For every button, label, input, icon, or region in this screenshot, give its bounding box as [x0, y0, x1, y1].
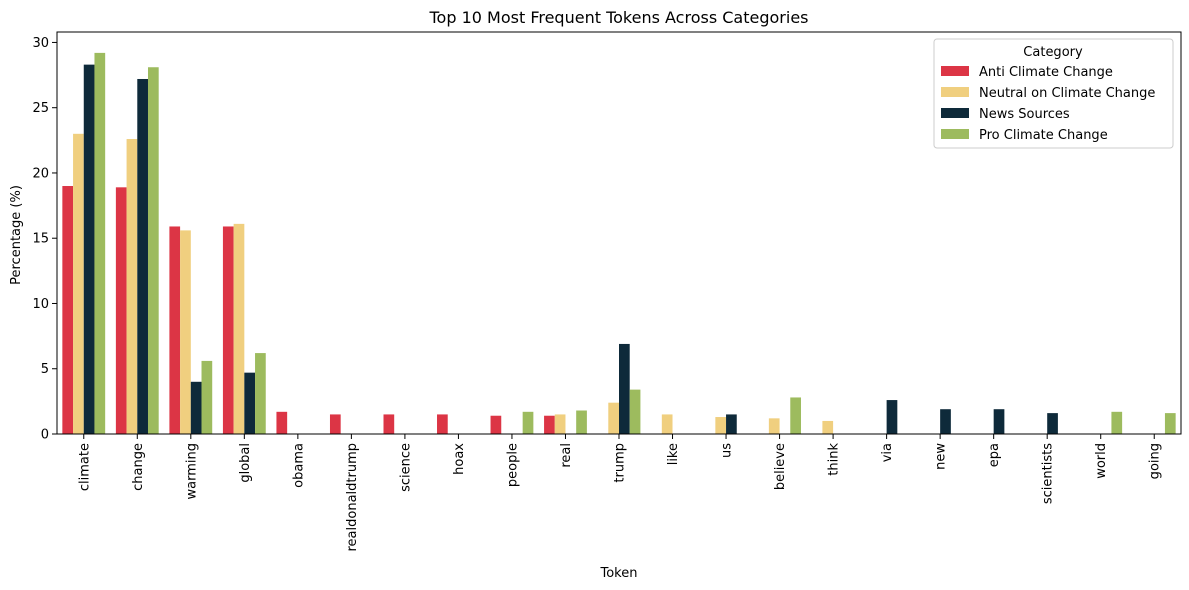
x-tick-label: think: [827, 443, 842, 476]
bar-climate-neutral-on-climate-change: [73, 133, 84, 435]
bar-real-anti-climate-change: [544, 415, 555, 434]
x-tick-label: epa: [987, 443, 1002, 467]
bar-global-pro-climate-change: [255, 353, 266, 434]
bar-hoax-anti-climate-change: [437, 414, 448, 434]
y-tick-label: 5: [41, 362, 49, 377]
x-tick-label: like: [666, 443, 681, 465]
legend-swatch: [941, 129, 969, 139]
x-tick-label: science: [398, 443, 413, 492]
bar-us-news-sources: [726, 414, 737, 434]
legend: Category Anti Climate Change Neutral on C…: [933, 38, 1174, 149]
y-axis: 0 5 10 15 20 25 30: [32, 36, 57, 443]
bar-change-news-sources: [137, 78, 148, 435]
bar-going-pro-climate-change: [1164, 413, 1176, 434]
x-tick-label: going: [1148, 443, 1163, 479]
y-axis-title: Percentage (%): [9, 185, 24, 285]
x-tick-label: trump: [613, 443, 628, 483]
bar-change-anti-climate-change: [115, 187, 127, 434]
bar-climate-news-sources: [83, 64, 95, 434]
bar-people-anti-climate-change: [490, 415, 502, 434]
legend-box: [933, 38, 1174, 149]
legend-label: Anti Climate Change: [979, 65, 1113, 80]
chart-title: Top 10 Most Frequent Tokens Across Categ…: [429, 8, 809, 27]
bar-change-pro-climate-change: [147, 67, 159, 434]
bar-warming-news-sources: [190, 381, 202, 434]
y-tick-label: 25: [32, 101, 49, 116]
legend-label: News Sources: [979, 107, 1070, 122]
bar-like-neutral-on-climate-change: [661, 414, 673, 434]
bar-think-neutral-on-climate-change: [822, 420, 834, 434]
legend-items: Anti Climate Change Neutral on Climate Ch…: [941, 65, 1155, 143]
bar-trump-news-sources: [619, 343, 630, 434]
y-tick-label: 0: [41, 428, 49, 443]
x-tick-label: change: [131, 443, 146, 491]
bar-obama-anti-climate-change: [276, 411, 288, 434]
y-tick-label: 30: [32, 36, 49, 51]
bar-real-pro-climate-change: [576, 410, 587, 434]
bars-group: [62, 52, 1176, 435]
x-tick-label: world: [1094, 443, 1109, 479]
x-tick-label: us: [720, 443, 735, 458]
y-tick-label: 15: [32, 232, 49, 247]
x-tick-label: global: [238, 443, 253, 483]
x-tick-label: warming: [184, 443, 199, 499]
legend-label: Neutral on Climate Change: [979, 86, 1155, 101]
x-tick-label: via: [880, 443, 895, 462]
y-tick-label: 10: [32, 297, 49, 312]
bar-global-neutral-on-climate-change: [233, 223, 245, 434]
x-tick-label: climate: [77, 443, 92, 491]
legend-title: Category: [1023, 45, 1083, 60]
x-tick-label: scientists: [1041, 443, 1056, 504]
x-tick-label: real: [559, 443, 574, 468]
bar-scientists-news-sources: [1047, 413, 1058, 434]
bar-warming-neutral-on-climate-change: [180, 230, 191, 434]
bar-us-neutral-on-climate-change: [715, 417, 727, 434]
bar-climate-pro-climate-change: [94, 52, 106, 434]
legend-swatch: [941, 87, 969, 97]
bar-epa-news-sources: [993, 409, 1005, 434]
bar-warming-anti-climate-change: [169, 226, 181, 434]
bar-change-neutral-on-climate-change: [126, 139, 138, 434]
x-axis-title: Token: [600, 566, 638, 581]
x-tick-label: obama: [291, 443, 306, 488]
bar-trump-neutral-on-climate-change: [608, 402, 619, 434]
bar-warming-pro-climate-change: [201, 360, 213, 434]
bar-new-news-sources: [940, 409, 951, 434]
bar-real-neutral-on-climate-change: [554, 414, 566, 434]
y-tick-label: 20: [32, 166, 49, 181]
bar-via-news-sources: [886, 400, 898, 434]
x-tick-label: new: [934, 443, 949, 470]
x-tick-label: hoax: [452, 443, 467, 475]
bar-global-news-sources: [244, 372, 256, 434]
x-tick-label: realdonaldtrump: [345, 443, 360, 552]
x-tick-label: people: [505, 443, 520, 487]
legend-swatch: [941, 66, 969, 76]
x-tick-label: believe: [773, 443, 788, 490]
bar-climate-anti-climate-change: [62, 186, 74, 434]
bar-believe-pro-climate-change: [790, 397, 801, 434]
bar-believe-neutral-on-climate-change: [768, 418, 780, 434]
bar-world-pro-climate-change: [1111, 411, 1123, 434]
x-axis: climate change warming global obama realdonal…: [77, 434, 1163, 552]
bar-people-pro-climate-change: [522, 411, 534, 434]
plot-frame: [56, 31, 1182, 435]
legend-label: Pro Climate Change: [979, 128, 1108, 143]
legend-swatch: [941, 108, 969, 118]
bar-global-anti-climate-change: [222, 226, 234, 434]
bar-realdonaldtrump-anti-climate-change: [329, 414, 341, 434]
bar-science-anti-climate-change: [383, 414, 395, 434]
bar-trump-pro-climate-change: [629, 389, 641, 434]
